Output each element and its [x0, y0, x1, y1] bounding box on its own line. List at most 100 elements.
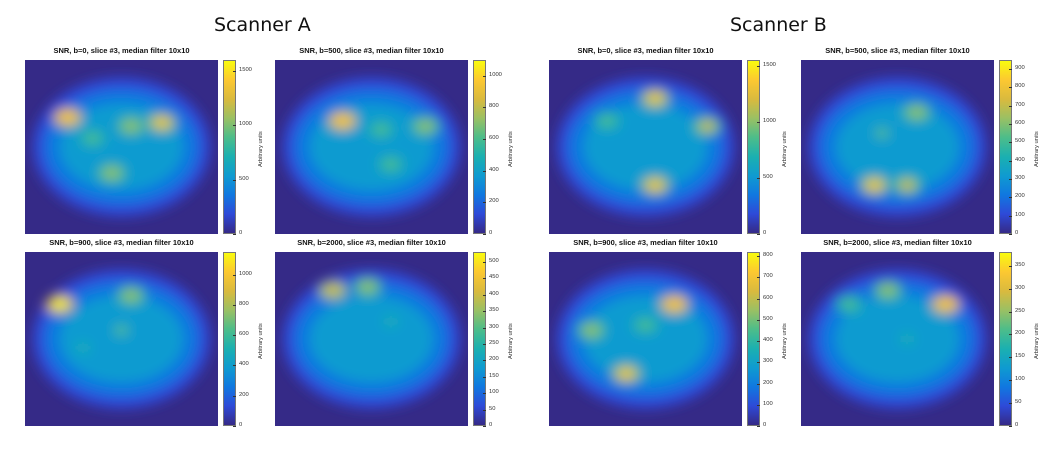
snr-hotspot-core	[124, 290, 139, 301]
snr-hotspot-core	[60, 112, 75, 123]
panel-title: SNR, b=0, slice #3, median filter 10x10	[577, 46, 714, 55]
snr-hotspot-core	[667, 299, 682, 310]
snr-hotspot-core	[867, 180, 882, 191]
colorbar-tick-label: 400	[489, 166, 499, 173]
colorbar-tick-label: 100	[489, 389, 499, 396]
colorbar-tick-label: 500	[239, 175, 249, 182]
colorbar-axis-label: Arbitrary units	[508, 131, 514, 167]
colorbar-tick-mark	[233, 335, 236, 337]
snr-hotspot-core	[648, 93, 663, 104]
snr-heatmap	[549, 60, 742, 234]
colorbar-tick-mark	[757, 341, 760, 343]
snr-hotspot-core	[124, 121, 139, 132]
snr-heatmap	[801, 60, 994, 234]
panel-title: SNR, b=0, slice #3, median filter 10x10	[53, 46, 190, 55]
colorbar-tick-mark	[757, 65, 760, 67]
colorbar-axis-label: Arbitrary units	[782, 131, 788, 167]
panel-title: SNR, b=2000, slice #3, median filter 10x…	[297, 238, 446, 247]
colorbar-tick-mark	[233, 234, 236, 235]
snr-hotspot-core	[85, 133, 100, 144]
tissue-region	[583, 295, 708, 383]
colorbar-tick-mark	[1009, 215, 1012, 217]
colorbar-tick-label: 700	[1015, 101, 1025, 108]
colorbar-tick-mark	[757, 362, 760, 364]
colorbar-tick-label: 0	[763, 422, 767, 428]
tissue-region	[835, 103, 960, 191]
colorbar-tick-mark	[483, 170, 486, 172]
colorbar-tick-mark	[1009, 426, 1012, 427]
colorbar-tick-mark	[483, 327, 486, 329]
colorbar-tick-label: 0	[1015, 422, 1019, 428]
colorbar-tick-mark	[483, 139, 486, 141]
colorbar-tick-label: 100	[763, 400, 773, 407]
snr-hotspot-core	[374, 124, 389, 135]
snr-hotspot-core	[909, 107, 924, 118]
heatmap-svg	[275, 252, 468, 426]
snr-hotspot-core	[104, 168, 119, 179]
colorbar-tick-mark	[1009, 403, 1012, 405]
colorbar-tick-label: 250	[1015, 307, 1025, 314]
colorbar-tick-label: 200	[1015, 193, 1025, 200]
colorbar	[747, 252, 760, 426]
colorbar-tick-mark	[1009, 265, 1012, 267]
snr-hotspot-core	[900, 180, 915, 191]
colorbar-tick-label: 400	[763, 337, 773, 344]
colorbar-axis-label: Arbitrary units	[1034, 131, 1040, 167]
snr-hotspot-core	[599, 115, 614, 126]
colorbar-tick-label: 50	[1015, 399, 1022, 406]
colorbar-tick-label: 700	[763, 273, 773, 280]
colorbar-tick-label: 200	[763, 379, 773, 386]
colorbar-tick-label: 800	[489, 103, 499, 110]
colorbar-tick-mark	[1009, 334, 1012, 336]
colorbar-tick-mark	[757, 426, 760, 427]
colorbar-tick-mark	[1009, 160, 1012, 162]
snr-heatmap	[275, 252, 468, 426]
colorbar-axis-label: Arbitrary units	[258, 131, 264, 167]
heatmap-svg	[25, 252, 218, 426]
colorbar-tick-label: 300	[1015, 175, 1025, 182]
colorbar-tick-label: 0	[489, 230, 493, 236]
colorbar-tick-label: 500	[763, 173, 773, 180]
colorbar-tick-label: 0	[489, 422, 493, 428]
snr-heatmap	[25, 60, 218, 234]
colorbar-tick-mark	[233, 179, 236, 181]
colorbar-tick-mark	[483, 75, 486, 77]
colorbar-tick-label: 800	[1015, 83, 1025, 90]
colorbar	[223, 60, 236, 234]
colorbar-tick-label: 600	[239, 331, 249, 338]
colorbar-tick-mark	[1009, 234, 1012, 235]
snr-hotspot-core	[418, 121, 433, 132]
panel-title: SNR, b=500, slice #3, median filter 10x1…	[299, 46, 444, 55]
colorbar-tick-mark	[1009, 311, 1012, 313]
heatmap-svg	[801, 252, 994, 426]
scanner-a-title: Scanner A	[214, 14, 311, 36]
colorbar-tick-mark	[757, 121, 760, 123]
snr-hotspot-core	[52, 299, 67, 310]
colorbar-tick-label: 600	[1015, 120, 1025, 127]
snr-hotspot-core	[114, 325, 129, 336]
colorbar-tick-mark	[757, 234, 760, 235]
snr-hotspot-core	[619, 368, 634, 379]
colorbar-tick-label: 300	[489, 323, 499, 330]
colorbar	[473, 60, 486, 234]
snr-hotspot-core	[360, 281, 375, 292]
snr-heatmap	[549, 252, 742, 426]
colorbar-tick-mark	[483, 202, 486, 204]
colorbar-tick-mark	[1009, 197, 1012, 199]
colorbar-tick-label: 1500	[763, 61, 776, 68]
colorbar-tick-mark	[757, 277, 760, 279]
colorbar-tick-mark	[483, 261, 486, 263]
colorbar-tick-mark	[1009, 87, 1012, 89]
snr-hotspot-core	[638, 320, 653, 331]
panel-title: SNR, b=500, slice #3, median filter 10x1…	[825, 46, 970, 55]
colorbar-tick-label: 100	[1015, 376, 1025, 383]
colorbar	[747, 60, 760, 234]
colorbar-tick-label: 250	[489, 339, 499, 346]
colorbar-tick-mark	[483, 360, 486, 362]
colorbar-tick-label: 600	[489, 135, 499, 142]
heatmap-svg	[549, 60, 742, 234]
colorbar-tick-label: 1000	[239, 270, 252, 277]
snr-hotspot-core	[875, 128, 890, 139]
snr-hotspot-core	[584, 325, 599, 336]
colorbar-tick-label: 200	[489, 356, 499, 363]
